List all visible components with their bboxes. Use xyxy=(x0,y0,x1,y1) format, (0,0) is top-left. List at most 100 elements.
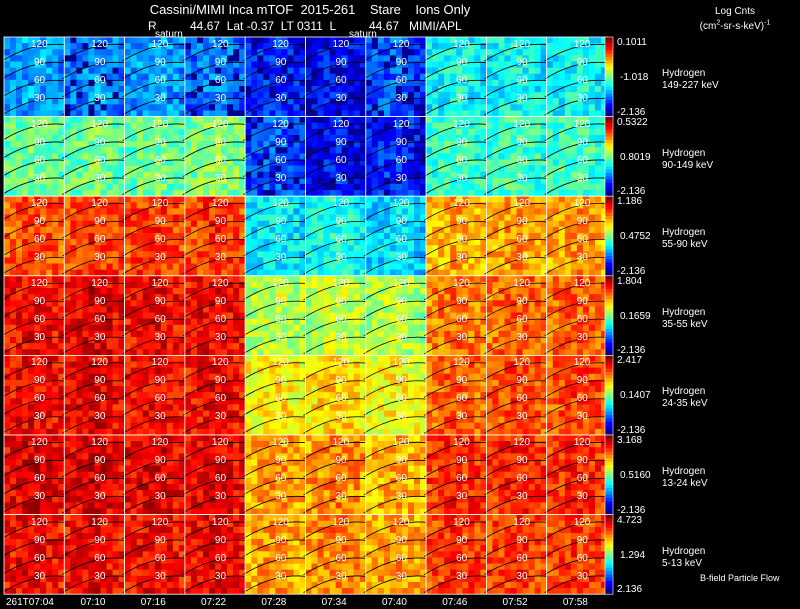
heatmap-pixel xyxy=(94,294,101,301)
heatmap-pixel xyxy=(426,153,433,160)
heatmap-pixel xyxy=(510,110,517,117)
heatmap-pixel xyxy=(245,110,252,117)
heatmap-pixel xyxy=(10,245,17,252)
heatmap-pixel xyxy=(510,104,517,111)
heatmap-pixel xyxy=(10,177,17,185)
heatmap-pixel xyxy=(184,306,192,313)
heatmap-pixel xyxy=(88,165,95,172)
contour-line xyxy=(242,318,308,337)
heatmap-pixel xyxy=(100,294,107,301)
heatmap-pixel xyxy=(395,110,403,117)
heatmap-pixel xyxy=(142,202,150,209)
heatmap-pixel xyxy=(311,214,318,221)
heatmap-pixel xyxy=(299,343,306,350)
heatmap-pixel xyxy=(588,43,596,50)
heatmap-pixel xyxy=(257,85,264,93)
colorbar-step xyxy=(605,123,613,127)
heatmap-pixel xyxy=(148,275,156,283)
heatmap-pixel xyxy=(190,245,198,252)
heatmap-pixel xyxy=(389,116,397,124)
heatmap-pixel xyxy=(148,37,156,44)
heatmap-pixel xyxy=(468,85,475,93)
heatmap-pixel xyxy=(371,73,379,81)
contour-line xyxy=(363,62,429,80)
heatmap-pixel xyxy=(305,134,312,142)
heatmap-pixel xyxy=(450,263,457,270)
heatmap-pixel xyxy=(293,104,300,111)
heatmap-pixel xyxy=(70,190,77,197)
heatmap-pixel xyxy=(233,85,240,93)
colorbar-step xyxy=(605,222,613,227)
heatmap-pixel xyxy=(70,110,77,117)
heatmap-pixel xyxy=(124,49,131,56)
heatmap-pixel xyxy=(190,85,198,93)
heatmap-pixel xyxy=(335,306,342,313)
heatmap-pixel xyxy=(58,73,65,81)
heatmap-pixel xyxy=(46,263,53,270)
heatmap-pixel xyxy=(40,214,47,221)
heatmap-pixel xyxy=(251,226,258,234)
heatmap-pixel xyxy=(112,153,119,160)
heatmap-pixel xyxy=(480,85,487,93)
heatmap-pixel xyxy=(474,43,481,50)
colorbar-step xyxy=(605,232,613,237)
contour-line xyxy=(242,123,308,141)
heatmap-pixel xyxy=(64,208,71,215)
heatmap-pixel xyxy=(28,251,35,258)
heatmap-pixel xyxy=(4,55,11,62)
heatmap-pixel xyxy=(383,134,391,142)
heatmap-pixel xyxy=(269,239,276,246)
contour-line xyxy=(62,80,127,98)
heatmap-pixel xyxy=(70,37,77,44)
heatmap-pixel xyxy=(408,85,415,93)
heatmap-pixel xyxy=(414,79,421,87)
heatmap-cell xyxy=(182,116,248,197)
contour-line xyxy=(303,98,368,116)
heatmap-pixel xyxy=(341,275,349,283)
heatmap-pixel xyxy=(184,312,192,319)
heatmap-pixel xyxy=(480,79,487,87)
heatmap-pixel xyxy=(94,104,101,111)
heatmap-pixel xyxy=(202,202,210,209)
heatmap-pixel xyxy=(245,337,252,344)
heatmap-pixel xyxy=(82,349,89,356)
heatmap-pixel xyxy=(227,226,234,234)
heatmap-pixel xyxy=(251,251,258,258)
heatmap-pixel xyxy=(480,141,487,148)
heatmap-pixel xyxy=(281,245,288,252)
heatmap-pixel xyxy=(480,61,487,68)
heatmap-pixel xyxy=(564,104,572,111)
heatmap-pixel xyxy=(245,220,252,228)
heatmap-pixel xyxy=(383,251,391,258)
colorbar-title: Log Cnts (cm2-sr-s-keV)-1 xyxy=(680,6,790,33)
heatmap-pixel xyxy=(293,134,300,142)
heatmap-pixel xyxy=(389,37,397,44)
heatmap-pixel xyxy=(76,306,83,313)
heatmap-pixel xyxy=(233,110,240,117)
heatmap-pixel xyxy=(257,128,264,136)
heatmap-pixel xyxy=(263,128,270,136)
heatmap-pixel xyxy=(486,165,493,172)
heatmap-pixel xyxy=(58,37,65,44)
heatmap-pixel xyxy=(82,251,89,258)
heatmap-pixel xyxy=(64,43,71,50)
heatmap-pixel xyxy=(227,330,234,338)
bfield-note: B-field Particle Flow xyxy=(700,573,780,583)
colorbar-step xyxy=(605,199,613,204)
heatmap-pixel xyxy=(317,306,324,313)
heatmap-pixel xyxy=(257,79,264,87)
heatmap-pixel xyxy=(546,165,554,172)
heatmap-pixel xyxy=(251,43,258,50)
heatmap-pixel xyxy=(269,208,276,215)
heatmap-pixel xyxy=(124,104,131,111)
contour-line xyxy=(122,44,187,62)
contour-line xyxy=(303,141,368,159)
heatmap-pixel xyxy=(492,55,499,62)
heatmap-pixel xyxy=(576,257,584,264)
heatmap-pixel xyxy=(136,177,143,185)
heatmap-pixel xyxy=(450,190,457,197)
heatmap-pixel xyxy=(534,171,541,179)
heatmap-pixel xyxy=(462,190,469,197)
heatmap-pixel xyxy=(28,67,35,75)
heatmap-pixel xyxy=(196,153,204,160)
